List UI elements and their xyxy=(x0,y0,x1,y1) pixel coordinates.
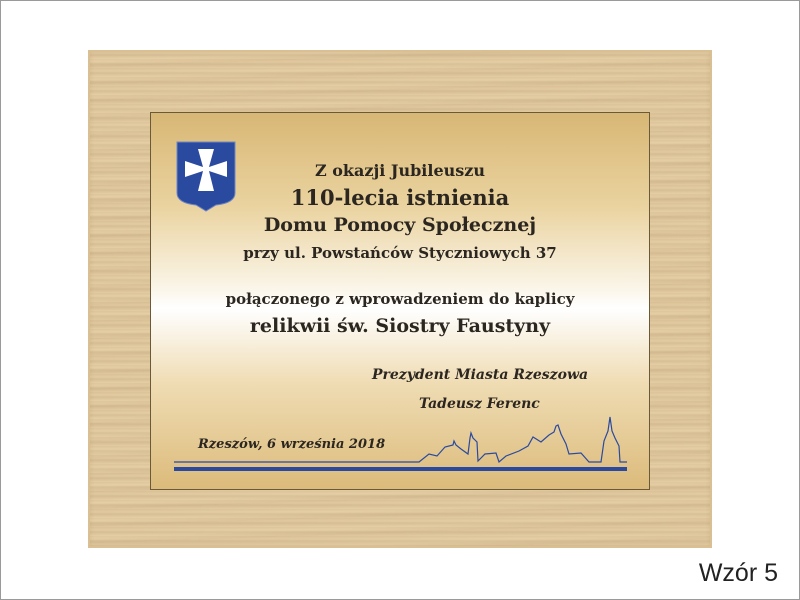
plaque-line-2: 110-lecia istnienia xyxy=(290,185,510,210)
place-date: Rzeszów, 6 września 2018 xyxy=(198,437,386,452)
rzeszow-coat-of-arms-icon xyxy=(176,141,236,212)
signature-title: Prezydent Miasta Rzeszowa xyxy=(372,367,589,383)
plaque-line-1: Z okazji Jubileuszu xyxy=(315,161,485,180)
city-skyline-line xyxy=(174,416,627,471)
plaque-line-6: relikwii św. Siostry Faustyny xyxy=(249,315,551,337)
plaque-line-5: połączonego z wprowadzeniem do kaplicy xyxy=(225,290,575,308)
signature-name: Tadeusz Ferenc xyxy=(419,396,540,412)
plaque-line-4: przy ul. Powstańców Styczniowych 37 xyxy=(243,244,557,262)
plaque-line-3: Domu Pomocy Społecznej xyxy=(263,214,537,236)
caption-label: Wzór 5 xyxy=(698,559,778,587)
gold-plate: Z okazji Jubileuszu 110-lecia istnienia … xyxy=(150,112,650,490)
